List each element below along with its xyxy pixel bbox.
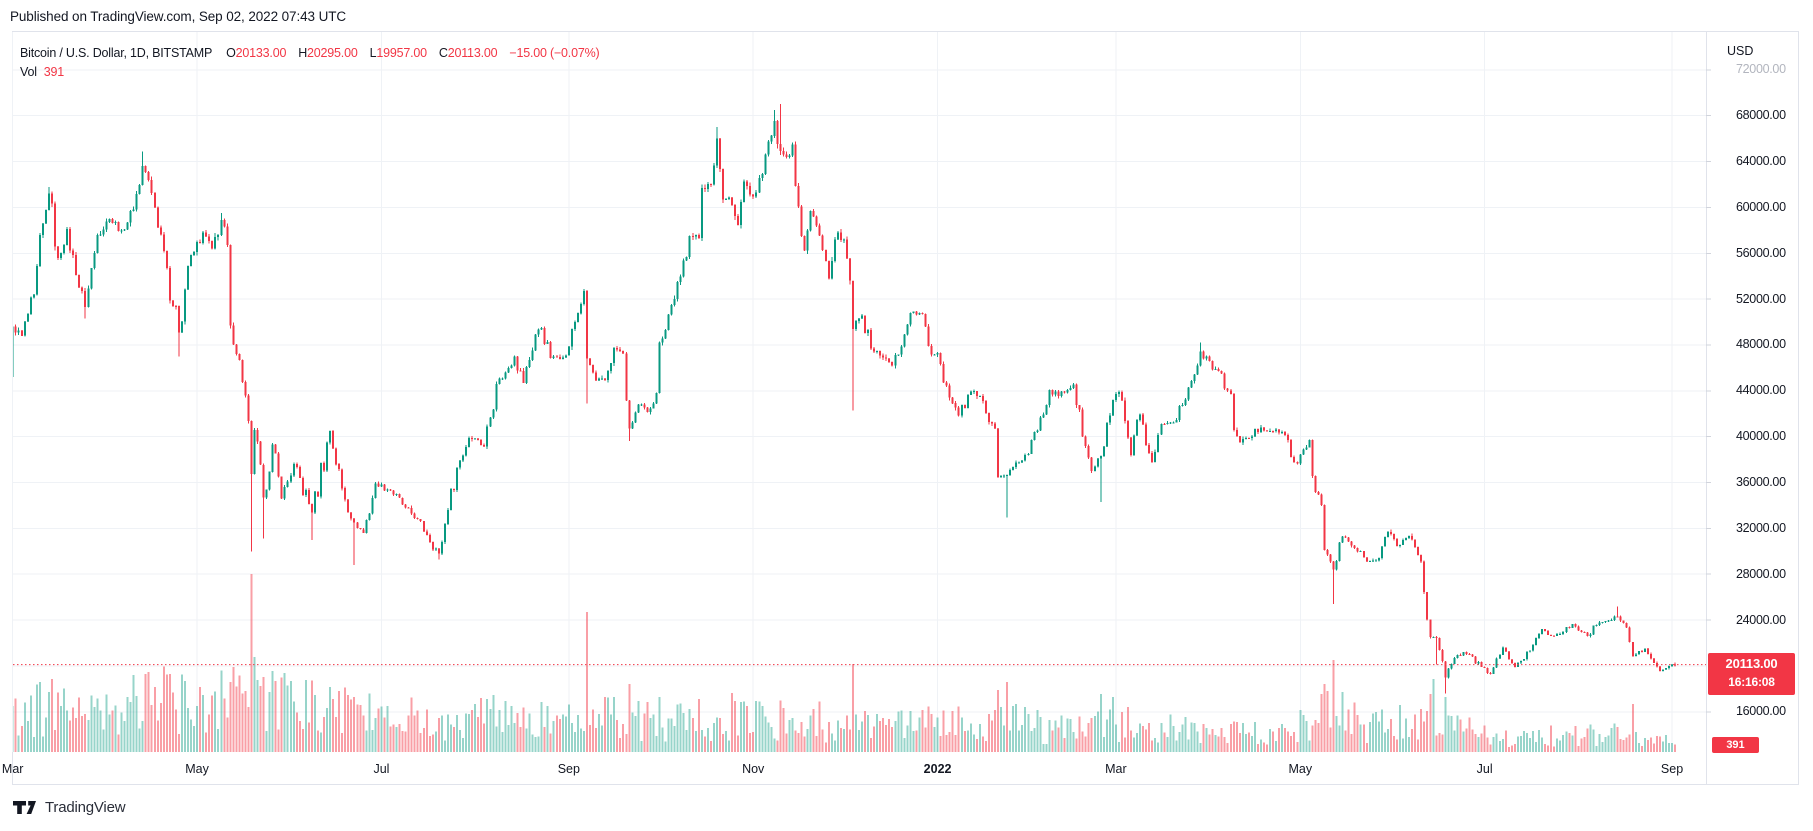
price-axis-label: 36000.00	[1736, 475, 1786, 489]
price-axis-label: 28000.00	[1736, 566, 1786, 581]
last-price-label: 20113.00 16:16:08	[1708, 653, 1795, 695]
price-axis-label: 64000.00	[1736, 154, 1786, 169]
ohlc-open: O20133.00	[226, 46, 287, 60]
tradingview-logo[interactable]: TradingView	[13, 799, 126, 816]
price-axis-label: 68000.00	[1736, 108, 1786, 123]
price-axis-label: 24000.00	[1736, 612, 1786, 627]
volume-axis-badge: 391	[1712, 737, 1759, 753]
overlay-layer	[13, 32, 1711, 785]
price-axis-label: 72000.00	[1736, 62, 1786, 77]
price-axis-label: 56000.00	[1736, 245, 1786, 260]
time-axis-label: Mar	[1, 762, 24, 776]
chart-widget	[12, 31, 1799, 785]
price-axis-label: 44000.00	[1736, 383, 1786, 398]
price-axis-label: 52000.00	[1736, 291, 1786, 306]
published-bar: Published on TradingView.com, Sep 02, 20…	[10, 9, 346, 24]
symbol-title: Bitcoin / U.S. Dollar, 1D, BITSTAMP	[20, 46, 213, 60]
last-price-value: 20113.00	[1725, 656, 1778, 671]
vol-value: 391	[43, 65, 65, 79]
symbol-legend[interactable]: Bitcoin / U.S. Dollar, 1D, BITSTAMP O2013…	[20, 46, 600, 60]
time-axis-label: Sep	[1660, 762, 1684, 776]
published-text: Published on TradingView.com, Sep 02, 20…	[10, 9, 347, 24]
tradingview-logo-text: TradingView	[45, 799, 126, 816]
grid-layer	[12, 32, 1706, 752]
price-axis-label: 16000.00	[1736, 704, 1786, 719]
price-axis-label: 48000.00	[1736, 337, 1786, 352]
currency-label: USD	[1727, 44, 1754, 58]
price-axis-label: 40000.00	[1736, 429, 1786, 444]
time-axis-label: Nov	[742, 762, 765, 776]
change-value: −15.00 (−0.07%)	[509, 46, 600, 60]
time-axis-label: 2022	[923, 762, 952, 776]
ohlc-close: C20113.00	[438, 46, 498, 60]
time-axis-label: Sep	[557, 762, 580, 776]
time-axis-label: May	[185, 762, 209, 776]
time-axis-label: May	[1288, 762, 1313, 776]
vol-label: Vol	[20, 65, 37, 79]
time-axis-label: Jul	[373, 762, 390, 776]
ohlc-high: H20295.00	[298, 46, 358, 60]
tradingview-logo-icon	[13, 801, 36, 814]
candles-layer	[13, 104, 1677, 694]
volume-legend[interactable]: Vol 391	[20, 65, 64, 79]
volume-layer	[13, 574, 1677, 752]
time-axis-label: Mar	[1105, 762, 1127, 776]
time-axis-label: Jul	[1476, 762, 1493, 776]
price-axis-label: 32000.00	[1736, 520, 1786, 535]
price-axis-label: 60000.00	[1736, 199, 1786, 214]
bar-countdown: 16:16:08	[1728, 675, 1775, 689]
ohlc-low: L19957.00	[369, 46, 428, 60]
